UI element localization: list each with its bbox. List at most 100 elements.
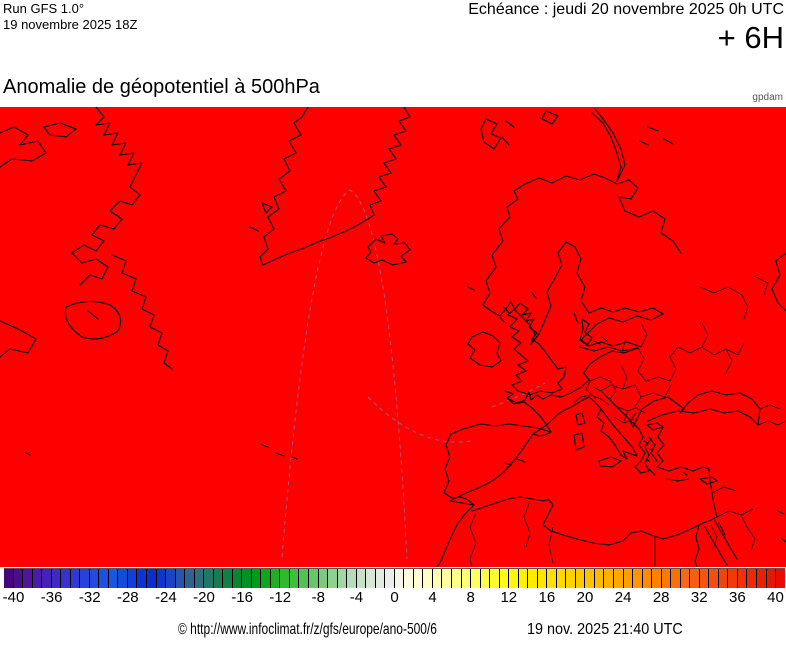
colorbar-cell [660, 569, 671, 588]
colorbar-cell [603, 569, 613, 588]
colorbar-cell [565, 569, 575, 588]
colorbar-cell [31, 569, 42, 588]
colorbar-cell [689, 569, 699, 588]
colorbar-cell [155, 569, 166, 588]
colorbar-tick-label: 12 [500, 589, 518, 606]
map-panel [0, 106, 786, 568]
colorbar-tick-label: -28 [116, 589, 139, 606]
colorbar-cell [327, 569, 337, 588]
colorbar-cell [288, 569, 299, 588]
colorbar-cell [460, 569, 471, 588]
colorbar-tick-label: -36 [40, 589, 63, 606]
colorbar-cell [117, 569, 127, 588]
colorbar-cell [613, 569, 623, 588]
colorbar [4, 568, 785, 588]
colorbar-tick-label: 36 [729, 589, 746, 606]
colorbar-cell [241, 569, 251, 588]
colorbar-tick-label: 8 [466, 589, 475, 606]
colorbar-tick-label: -8 [311, 589, 325, 606]
colorbar-tick-label: -32 [78, 589, 101, 606]
colorbar-cell [698, 569, 709, 588]
colorbar-cell [174, 569, 185, 588]
colorbar-cell [431, 569, 442, 588]
colorbar-cell [679, 569, 690, 588]
colorbar-cell [22, 569, 32, 588]
colorbar-tick-label: 40 [767, 589, 784, 606]
colorbar-cell [641, 569, 652, 588]
colorbar-cell [269, 569, 280, 588]
colorbar-cell [403, 569, 413, 588]
colorbar-cell [384, 569, 394, 588]
colorbar-tick-label: -12 [269, 589, 292, 606]
unit-label: gpdam [752, 92, 783, 103]
colorbar-tick-label: 0 [390, 589, 399, 606]
colorbar-tick-label: 24 [614, 589, 632, 606]
colorbar-ticks: -40 -36 -32 -28 -24 -20 -16 -12 -8 -4 0 4 8 12 16 20 24 2… [2, 589, 785, 607]
colorbar-cell [298, 569, 308, 588]
colorbar-cell [12, 569, 23, 588]
colorbar-cell [450, 569, 461, 588]
colorbar-cell [555, 569, 566, 588]
colorbar-cell [527, 569, 537, 588]
colorbar-cell [165, 569, 175, 588]
forecast-step-label: + 6H [717, 20, 784, 55]
colorbar-cell [717, 569, 728, 588]
colorbar-cell [279, 569, 289, 588]
colorbar-tick-label: -40 [2, 589, 25, 606]
model-run-line2: 19 novembre 2025 18Z [3, 17, 138, 32]
colorbar-tick-label: 16 [538, 589, 556, 606]
colorbar-cell [50, 569, 61, 588]
colorbar-cell [317, 569, 328, 588]
colorbar-cell [260, 569, 270, 588]
colorbar-cell [203, 569, 213, 588]
colorbar-cell [651, 569, 661, 588]
colorbar-cell [536, 569, 547, 588]
colorbar-tick-label: 28 [652, 589, 670, 606]
colorbar-cell [308, 569, 318, 588]
colorbar-cell [107, 569, 118, 588]
colorbar-cell [184, 569, 194, 588]
model-run-line1: Run GFS 1.0° [3, 1, 85, 16]
colorbar-cell [670, 569, 680, 588]
coastlines [0, 106, 786, 568]
colorbar-cell [593, 569, 604, 588]
page-title: Anomalie de géopotentiel à 500hPa [3, 76, 320, 98]
colorbar-cell [727, 569, 737, 588]
colorbar-cell [498, 569, 509, 588]
colorbar-cell [136, 569, 146, 588]
colorbar-tick-label: -24 [155, 589, 177, 606]
colorbar-cell [374, 569, 385, 588]
colorbar-tick-label: 32 [690, 589, 708, 606]
colorbar-cell [231, 569, 242, 588]
colorbar-cell [412, 569, 423, 588]
colorbar-cell [708, 569, 718, 588]
country-borders [469, 276, 786, 568]
colorbar-cell [574, 569, 585, 588]
copyright-url: © http://www.infoclimat.fr/z/gfs/europe/… [178, 621, 437, 638]
colorbar-cell [736, 569, 747, 588]
generation-datetime: 19 nov. 2025 21:40 UTC [527, 621, 683, 638]
colorbar-cell [250, 569, 261, 588]
graticule [281, 189, 546, 560]
colorbar-tick-label: -20 [193, 589, 215, 606]
colorbar-cell [470, 569, 480, 588]
colorbar-cell [584, 569, 594, 588]
colorbar-cell [622, 569, 633, 588]
map-background [0, 107, 786, 567]
colorbar-cell [508, 569, 518, 588]
colorbar-tick-label: 20 [576, 589, 594, 606]
colorbar-cell [126, 569, 137, 588]
colorbar-cell [746, 569, 756, 588]
colorbar-cell [632, 569, 642, 588]
colorbar-cell [755, 569, 766, 588]
colorbar-cell [546, 569, 556, 588]
colorbar-cell [775, 569, 785, 588]
colorbar-cell [4, 569, 13, 588]
colorbar-cell [336, 569, 347, 588]
colorbar-cell [422, 569, 432, 588]
colorbar-cell [193, 569, 204, 588]
colorbar-cell [145, 569, 156, 588]
colorbar-cell [517, 569, 528, 588]
colorbar-tick-label: -4 [349, 589, 364, 606]
colorbar-cell [79, 569, 89, 588]
